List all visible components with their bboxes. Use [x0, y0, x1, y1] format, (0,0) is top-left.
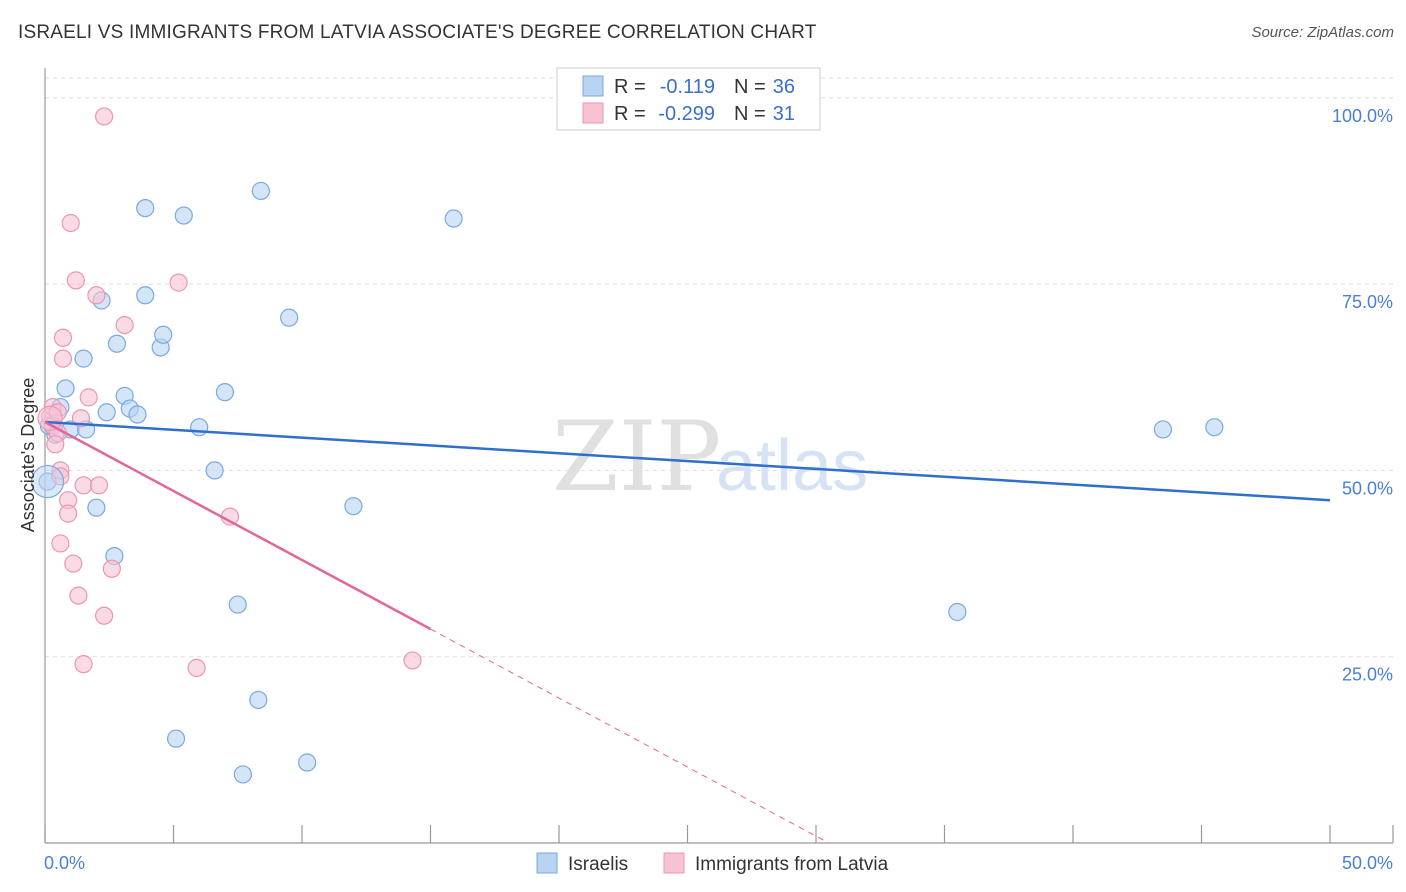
latvia-point: [95, 606, 114, 625]
y-tick-label: 25.0%: [1342, 665, 1393, 685]
latvia-point: [64, 554, 83, 573]
legend-n-label-israelis: N =: [734, 76, 766, 98]
x-tick-label-min: 0.0%: [44, 853, 85, 873]
x-tick-label-max: 50.0%: [1342, 853, 1393, 873]
latvia-trendline-extension: [430, 628, 830, 844]
israelis-point: [280, 308, 299, 327]
israelis-point: [136, 198, 155, 218]
latvia-point: [403, 651, 422, 670]
series-legend: Israelis Immigrants from Latvia: [536, 852, 889, 875]
latvia-point: [74, 476, 93, 495]
israelis-point: [174, 206, 193, 225]
source-label: Source: ZipAtlas.com: [1251, 24, 1394, 41]
trend-layer: [44, 420, 1331, 844]
israelis-point: [97, 403, 116, 422]
chart-title: ISRAELI VS IMMIGRANTS FROM LATVIA ASSOCI…: [18, 22, 817, 43]
israelis-point: [298, 753, 317, 772]
legend-r-label-israelis: R =: [614, 76, 646, 98]
latvia-point: [71, 409, 91, 428]
legend-swatch-latvia: [582, 102, 604, 124]
watermark-atlas: atlas: [716, 426, 868, 506]
correlation-legend: R = -0.119 N = 36 R = -0.299 N = 31: [556, 67, 821, 131]
israelis-point: [233, 765, 252, 784]
legend-r-label-latvia: R =: [614, 103, 646, 125]
latvia-trendline: [44, 420, 432, 631]
israelis-point: [154, 325, 173, 344]
israelis-point: [228, 595, 247, 614]
israelis-point: [344, 497, 363, 516]
latvia-point: [59, 504, 78, 523]
bottom-legend-swatch-latvia: [663, 852, 685, 874]
israelis-point: [74, 349, 93, 368]
latvia-point: [169, 273, 188, 292]
latvia-point: [115, 315, 134, 335]
israelis-point: [1205, 418, 1224, 437]
israelis-trendline: [44, 420, 1331, 502]
legend-r-value-israelis: -0.119: [660, 76, 715, 98]
israelis-point: [190, 418, 209, 437]
israelis-point: [948, 602, 967, 622]
axis-layer: 25.0% 50.0% 75.0% 100.0% 0.0% 50.0%: [44, 68, 1394, 873]
israelis-point: [30, 464, 65, 499]
israelis-point: [444, 209, 463, 228]
israelis-point: [215, 383, 234, 402]
y-tick-label: 75.0%: [1342, 292, 1393, 312]
y-tick-label: 100.0%: [1332, 106, 1393, 126]
israelis-point: [251, 181, 270, 201]
latvia-point: [37, 405, 63, 431]
latvia-point: [66, 271, 85, 290]
legend-r-value-latvia: -0.299: [658, 103, 715, 125]
latvia-point: [46, 435, 65, 454]
latvia-point: [61, 213, 80, 233]
latvia-point: [51, 534, 70, 553]
latvia-point: [87, 286, 106, 305]
latvia-point: [89, 476, 109, 495]
latvia-point: [79, 388, 98, 407]
grid-layer: [45, 77, 1393, 658]
israelis-point: [56, 379, 75, 398]
legend-swatch-israelis: [582, 75, 604, 97]
watermark: ZIP atlas: [552, 401, 868, 513]
legend-n-value-israelis: 36: [773, 76, 795, 98]
latvia-point: [187, 658, 206, 677]
israelis-point: [166, 729, 186, 748]
legend-n-value-latvia: 31: [773, 103, 795, 125]
israelis-point: [107, 334, 127, 353]
israelis-point: [1153, 420, 1173, 439]
bottom-legend-swatch-israelis: [536, 852, 558, 874]
legend-n-label-latvia: N =: [734, 103, 766, 125]
y-tick-label: 50.0%: [1342, 478, 1393, 498]
israelis-point: [128, 405, 147, 424]
israelis-point: [249, 690, 268, 710]
latvia-point: [53, 328, 73, 347]
israelis-point: [205, 461, 224, 480]
latvia-point: [53, 349, 73, 368]
bottom-legend-label-latvia: Immigrants from Latvia: [695, 854, 889, 875]
israelis-point: [87, 498, 106, 517]
points-layer: [30, 107, 1224, 784]
y-axis-title: Associate's Degree: [18, 378, 38, 533]
bottom-legend-label-israelis: Israelis: [568, 854, 628, 875]
latvia-point: [95, 107, 114, 126]
israelis-point: [136, 286, 155, 305]
latvia-point: [102, 559, 121, 578]
latvia-point: [69, 586, 88, 605]
latvia-point: [74, 655, 93, 674]
